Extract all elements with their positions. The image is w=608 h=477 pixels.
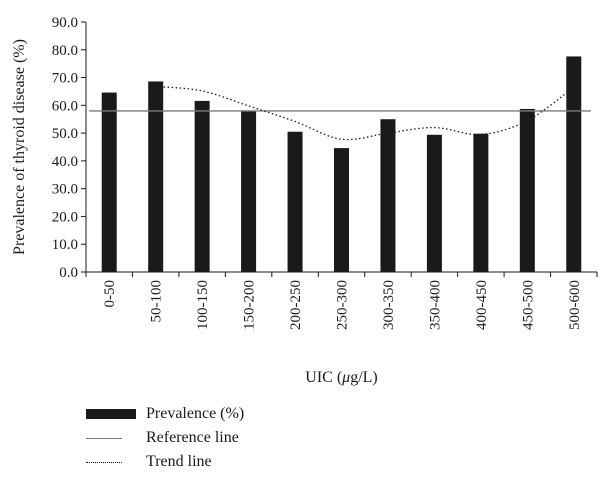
y-tick-label: 90.0 [52,15,78,31]
legend-trend-swatch [86,454,136,470]
legend-label-reference: Reference line [146,429,239,446]
bar-series [101,56,582,272]
y-tick-label: 20.0 [52,209,78,225]
bar [148,81,164,272]
legend-item-prevalence: Prevalence (%) [86,402,244,426]
legend-item-trend: Trend line [86,450,244,474]
x-axis: 0-50 50-100 100-150 150-200 200-250 250-300 30… [85,271,598,330]
x-axis-title: UIC (μg/L) [305,369,377,386]
trend-line [155,85,575,141]
y-axis: 0.0 10.0 20.0 30.0 40.0 50.0 60.0 70.0 80.0 90.0 [52,15,87,281]
y-tick-label: 70.0 [52,71,78,87]
x-tick-label: 300-350 [381,280,397,330]
bar [519,108,535,272]
bar [241,110,257,272]
y-tick-label: 30.0 [52,182,78,198]
legend-item-reference: Reference line [86,426,244,450]
bar [566,56,582,272]
x-tick-label: 500-600 [567,280,583,330]
x-tick-label: 0-50 [102,280,118,308]
x-tick-label: 150-200 [242,280,258,330]
bar [194,100,210,272]
x-tick-label: 250-300 [335,280,351,330]
x-tick-label: 400-450 [474,280,490,330]
legend-label-prevalence: Prevalence (%) [146,405,245,422]
bar [287,131,303,272]
x-tick-label: 50-100 [149,280,165,323]
y-axis-title: Prevalence of thyroid disease (%) [11,39,28,255]
y-tick-label: 10.0 [52,237,78,253]
line-series [89,85,591,141]
bar [380,119,396,272]
legend-reference-swatch [86,430,136,446]
y-tick-label: 40.0 [52,154,78,170]
bar [473,133,489,272]
legend: Prevalence (%) Reference line Trend line [86,402,244,474]
y-tick-label: 0.0 [59,265,78,281]
y-tick-label: 80.0 [52,43,78,59]
y-tick-label: 50.0 [52,126,78,142]
x-tick-label: 450-500 [520,280,536,330]
legend-label-trend: Trend line [146,453,212,470]
bar [101,92,117,272]
legend-bar-swatch [86,406,136,422]
bar [334,148,349,272]
x-tick-label: 200-250 [288,280,304,330]
y-tick-label: 60.0 [52,98,78,114]
x-axis-title-suffix: g/L) [350,369,378,386]
x-axis-title-prefix: UIC ( [305,369,342,386]
x-axis-title-mu: μ [341,369,350,386]
x-tick-label: 350-400 [427,280,443,330]
bar [426,134,442,272]
x-tick-label: 100-150 [195,280,211,330]
